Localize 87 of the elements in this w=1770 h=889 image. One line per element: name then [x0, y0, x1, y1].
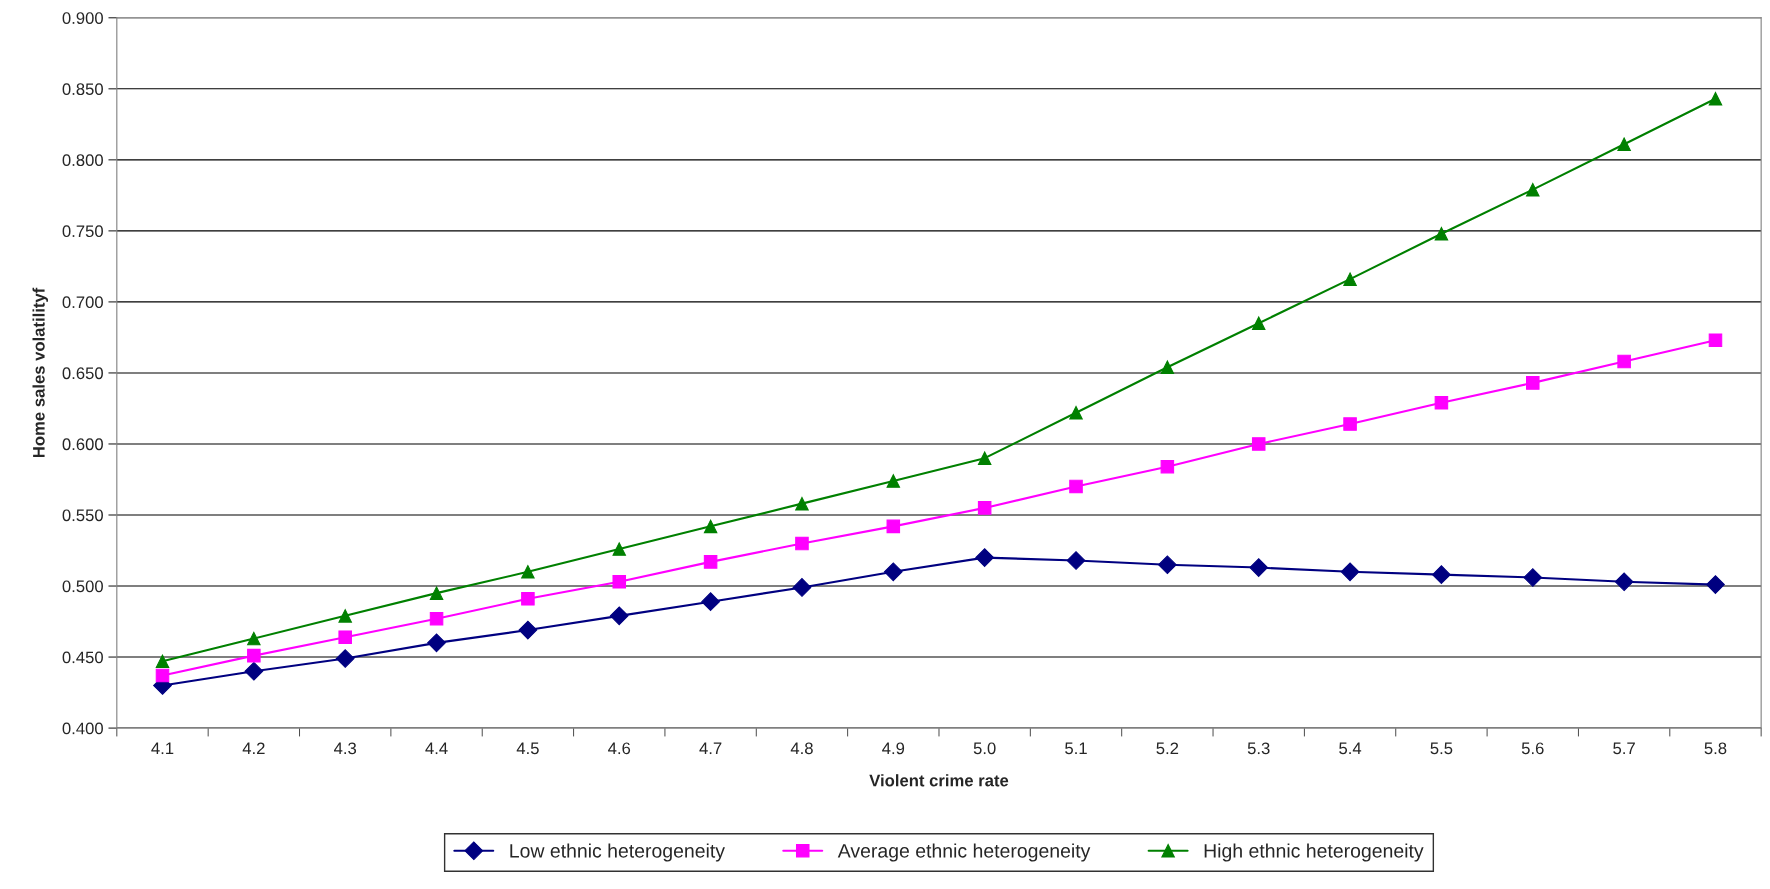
- y-tick-label: 0.750: [62, 225, 103, 238]
- point: [1251, 437, 1266, 451]
- point: [1525, 182, 1540, 197]
- x-tick-label: 4.9: [882, 742, 905, 755]
- y-tick-label: 0.600: [62, 438, 103, 451]
- point: [975, 548, 995, 567]
- point: [335, 649, 355, 668]
- x-tick-label: 4.4: [425, 742, 448, 755]
- point: [703, 519, 718, 534]
- point: [1617, 354, 1631, 369]
- point: [612, 575, 627, 589]
- point: [1343, 272, 1357, 286]
- point: [247, 631, 261, 646]
- point: [338, 630, 352, 644]
- point: [521, 592, 535, 606]
- point: [521, 565, 535, 579]
- x-tick-label: 5.8: [1704, 742, 1727, 755]
- point: [792, 578, 812, 597]
- x-tick-label: 4.3: [334, 742, 357, 755]
- point: [795, 536, 809, 551]
- y-tick-label: 0.800: [62, 154, 103, 167]
- point: [1708, 333, 1723, 348]
- point: [886, 474, 901, 488]
- y-tick-label: 0.450: [62, 651, 103, 664]
- point: [155, 654, 170, 669]
- x-tick-label: 5.7: [1613, 742, 1635, 755]
- x-tick-label: 4.5: [516, 742, 539, 755]
- point: [338, 609, 352, 623]
- legend-label: High ethnic heterogeneity: [1204, 843, 1424, 862]
- x-tick-label: 5.4: [1339, 742, 1362, 755]
- point: [1708, 91, 1723, 106]
- x-tick-label: 5.5: [1430, 742, 1453, 755]
- point: [518, 620, 538, 640]
- point: [1158, 555, 1177, 575]
- legend-label: Low ethnic heterogeneity: [510, 843, 725, 862]
- point: [1066, 551, 1086, 570]
- point: [609, 606, 629, 626]
- point: [1251, 316, 1266, 330]
- y-tick-label: 0.400: [62, 722, 103, 735]
- point: [1617, 137, 1631, 151]
- y-tick-label: 0.650: [62, 367, 103, 380]
- point: [977, 451, 992, 465]
- x-axis-title: Violent crime rate: [869, 774, 1009, 787]
- y-tick-label: 0.900: [62, 12, 103, 24]
- point: [1343, 417, 1357, 431]
- point: [429, 586, 444, 600]
- x-tick-label: 5.0: [973, 742, 996, 755]
- x-tick-label: 5.2: [1156, 742, 1179, 755]
- point: [1160, 459, 1175, 474]
- x-tick-label: 5.6: [1521, 742, 1544, 755]
- point: [795, 496, 809, 511]
- y-axis-title: Home sales volatilityf: [32, 287, 49, 458]
- point: [701, 592, 720, 612]
- point: [1525, 376, 1540, 390]
- point: [429, 611, 444, 626]
- point: [427, 633, 446, 653]
- point: [1523, 568, 1543, 587]
- x-tick-label: 4.8: [790, 742, 813, 755]
- x-tick-label: 5.3: [1247, 742, 1270, 755]
- point: [883, 562, 903, 582]
- point: [244, 661, 264, 681]
- point: [1434, 396, 1449, 410]
- point: [612, 542, 627, 556]
- point: [1249, 558, 1269, 577]
- x-tick-label: 4.2: [242, 742, 265, 755]
- point: [1340, 562, 1360, 582]
- point: [1614, 572, 1634, 592]
- x-tick-label: 4.6: [608, 742, 631, 755]
- y-tick-label: 0.550: [62, 509, 103, 522]
- x-tick-label: 4.7: [699, 742, 722, 755]
- point: [1069, 405, 1083, 420]
- point: [1160, 360, 1175, 375]
- legend-label: Average ethnic heterogeneity: [837, 843, 1091, 862]
- point: [703, 555, 718, 569]
- y-tick-label: 0.500: [62, 580, 103, 593]
- x-tick-label: 4.1: [151, 742, 174, 755]
- point: [886, 519, 901, 534]
- y-tick-label: 0.700: [62, 296, 103, 309]
- point: [1434, 226, 1449, 241]
- point: [155, 668, 170, 683]
- y-tick-label: 0.850: [62, 83, 103, 96]
- point: [977, 501, 992, 515]
- point: [1069, 479, 1083, 494]
- x-tick-label: 5.1: [1065, 742, 1087, 755]
- point: [1432, 565, 1451, 585]
- point: [247, 648, 261, 663]
- point: [1706, 575, 1725, 594]
